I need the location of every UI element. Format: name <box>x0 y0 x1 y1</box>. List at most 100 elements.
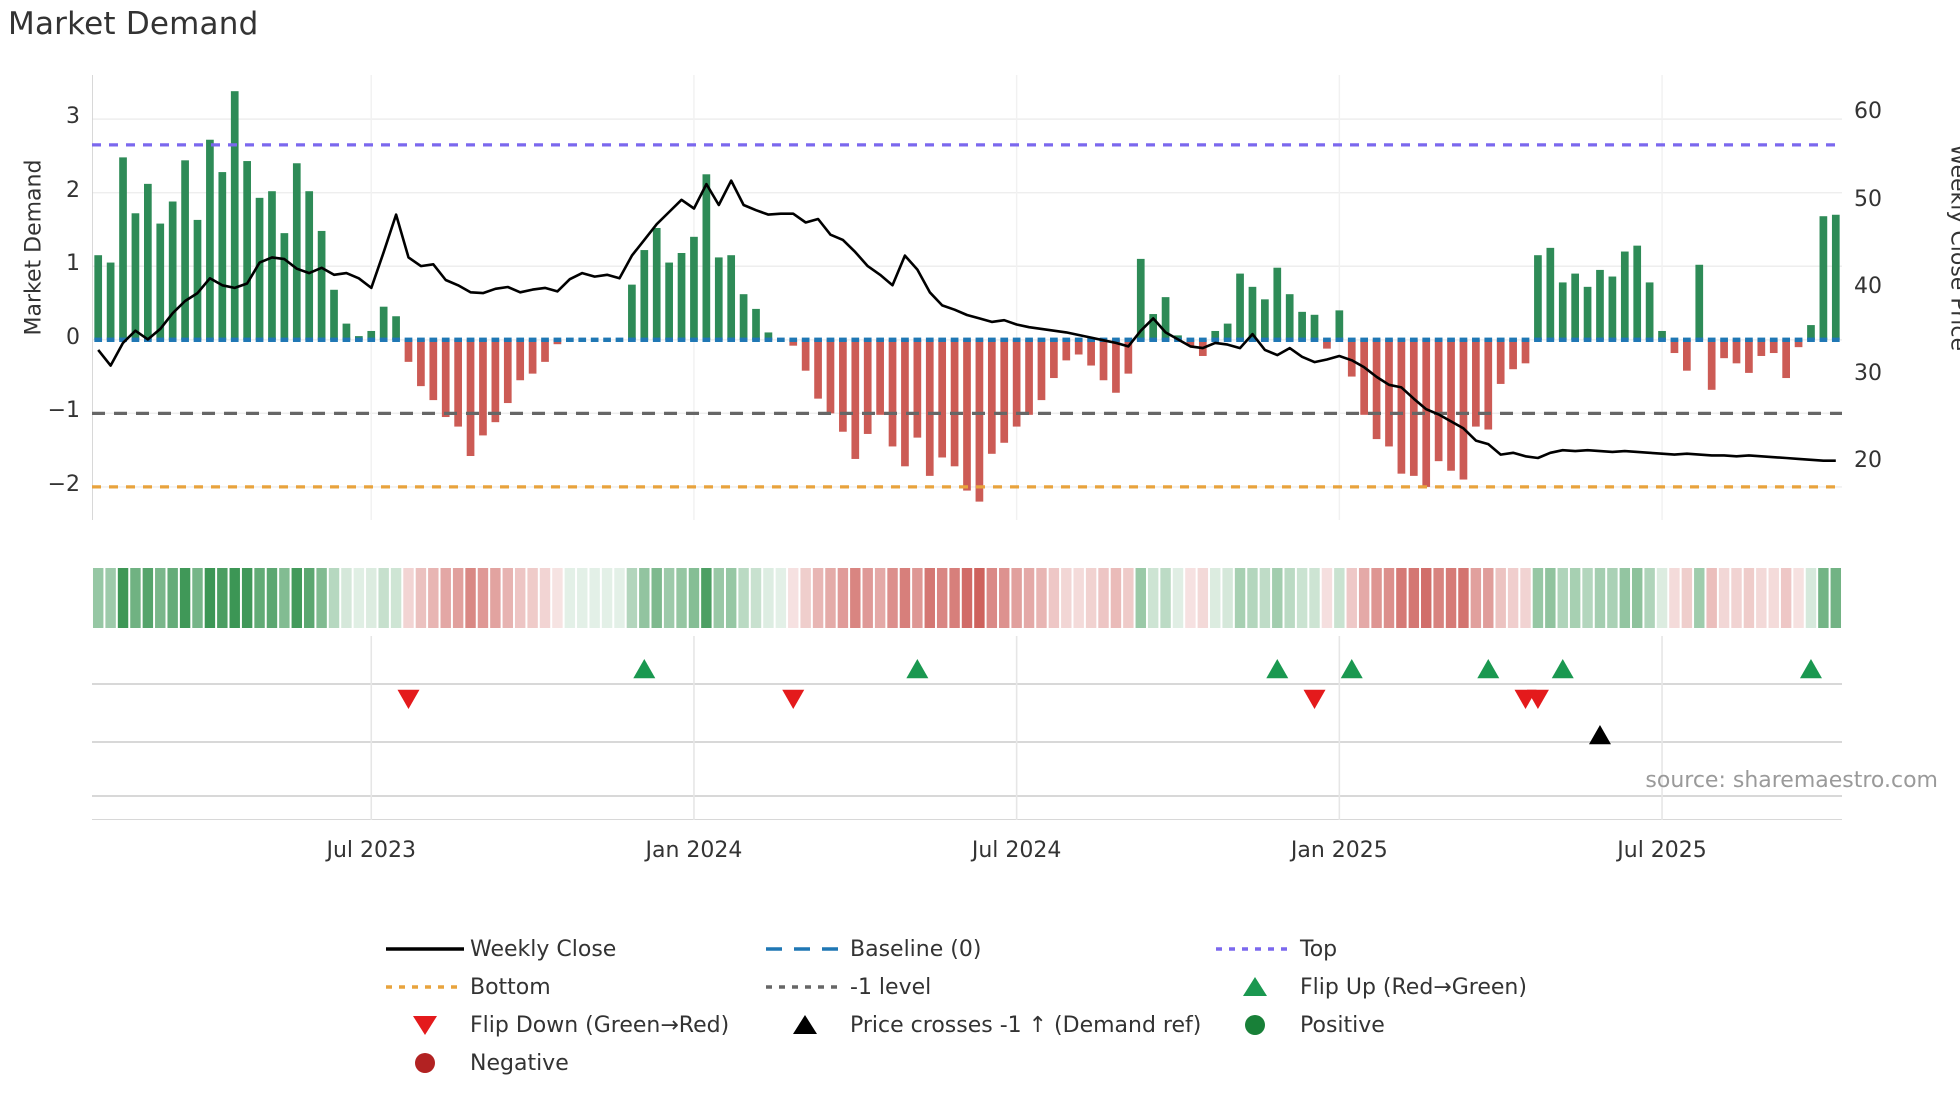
baseline-stub <box>193 337 202 342</box>
heatmap-cell <box>1507 568 1519 628</box>
triangle-up-green-icon <box>1210 972 1300 1002</box>
baseline-stub <box>1000 337 1009 342</box>
legend-item[interactable]: Flip Down (Green→Red) <box>380 1006 760 1044</box>
demand-bar <box>863 339 872 434</box>
legend-item[interactable]: Bottom <box>380 968 760 1006</box>
flip-up-marker <box>1477 659 1500 679</box>
heatmap-cell <box>217 568 228 628</box>
flip-down-marker <box>782 689 805 709</box>
legend-item[interactable]: Negative <box>380 1044 760 1082</box>
demand-bar <box>1472 339 1480 427</box>
demand-bar <box>739 294 748 340</box>
baseline-stub <box>1620 337 1629 342</box>
heatmap-cell <box>663 568 675 628</box>
heatmap-cell <box>1644 568 1655 628</box>
legend-item[interactable]: Baseline (0) <box>760 930 1210 968</box>
demand-bar <box>752 308 760 340</box>
demand-bar <box>1447 339 1455 471</box>
baseline-stub <box>491 337 500 342</box>
demand-bar <box>1745 339 1753 373</box>
demand-heatmap-strip <box>92 568 1842 628</box>
demand-bar <box>454 339 462 427</box>
baseline-stub <box>1310 337 1319 342</box>
heatmap-cell <box>614 568 625 628</box>
demand-bar <box>1385 339 1393 447</box>
legend-item[interactable]: Top <box>1210 930 1630 968</box>
baseline-stub <box>1347 337 1356 342</box>
demand-bar <box>417 339 425 387</box>
heatmap-cell <box>1433 568 1444 628</box>
demand-bar <box>851 339 860 459</box>
demand-bar <box>1620 251 1629 340</box>
demand-bar <box>553 339 562 345</box>
demand-bar <box>1633 245 1642 340</box>
heatmap-cell <box>1061 568 1072 628</box>
baseline-stub <box>1012 337 1021 342</box>
heatmap-cell <box>1247 568 1258 628</box>
legend-label: Negative <box>470 1050 569 1076</box>
demand-bar <box>839 339 847 432</box>
legend-label: Top <box>1300 936 1338 962</box>
source-note: source: sharemaestro.com <box>1645 768 1938 793</box>
baseline-stub <box>1571 337 1580 342</box>
baseline-stub <box>1447 337 1455 342</box>
legend-item[interactable]: Weekly Close <box>380 930 760 968</box>
legend-item[interactable]: Positive <box>1210 1006 1630 1044</box>
legend-item[interactable]: -1 level <box>760 968 1210 1006</box>
legend-item[interactable]: Price crosses -1 ↑ (Demand ref) <box>760 1006 1210 1044</box>
baseline-stub <box>1695 337 1704 342</box>
heatmap-cell <box>1023 568 1035 628</box>
heatmap-cell <box>601 568 613 628</box>
baseline-stub <box>528 337 537 342</box>
demand-bar <box>1298 311 1306 340</box>
heatmap-cell <box>1569 568 1581 628</box>
baseline-stub <box>503 337 512 342</box>
heatmap-cell <box>986 568 998 628</box>
heatmap-cell <box>415 568 427 628</box>
demand-bar <box>1397 339 1406 474</box>
baseline-stub <box>752 337 760 342</box>
heatmap-cell <box>1259 568 1271 628</box>
baseline-stub <box>206 337 214 342</box>
baseline-stub <box>565 337 574 342</box>
baseline-stub <box>776 337 785 342</box>
heatmap-cell <box>1296 568 1308 628</box>
heatmap-cell <box>1483 568 1494 628</box>
heatmap-cell <box>92 568 104 628</box>
demand-bar <box>1062 339 1071 361</box>
baseline-stub <box>305 337 314 342</box>
demand-bar <box>801 339 810 371</box>
baseline-stub <box>1521 337 1530 342</box>
demand-bar <box>131 213 140 340</box>
demand-bar <box>305 191 314 340</box>
demand-bar <box>1819 216 1828 340</box>
demand-bar <box>181 160 189 340</box>
baseline-stub <box>1472 337 1480 342</box>
demand-bar <box>1608 276 1617 340</box>
baseline-stub <box>1484 337 1493 342</box>
baseline-stub <box>354 337 363 342</box>
y-axis-right-tick: 30 <box>1854 361 1882 387</box>
demand-bar <box>1037 339 1046 401</box>
demand-bar <box>925 339 934 476</box>
legend-row: Weekly Close Baseline (0) Top <box>380 930 1710 968</box>
demand-bar <box>218 172 227 340</box>
legend-label: Price crosses -1 ↑ (Demand ref) <box>850 1012 1202 1038</box>
demand-bar <box>1347 339 1356 377</box>
baseline-stub <box>814 337 822 342</box>
heatmap-cell <box>1098 568 1109 628</box>
demand-bar <box>938 339 947 458</box>
heatmap-cell <box>850 568 861 628</box>
line-solid-black-icon <box>380 934 470 964</box>
heatmap-cell <box>1632 568 1643 628</box>
demand-bar <box>193 219 202 340</box>
demand-bar <box>392 316 400 340</box>
heatmap-cell <box>1768 568 1779 628</box>
demand-bar <box>1707 339 1716 390</box>
heatmap-cell <box>279 568 290 628</box>
legend-item[interactable]: Flip Up (Red→Green) <box>1210 968 1630 1006</box>
heatmap-cell <box>1706 568 1717 628</box>
demand-bar <box>1025 339 1033 415</box>
baseline-stub <box>727 337 736 342</box>
baseline-stub <box>1087 337 1095 342</box>
